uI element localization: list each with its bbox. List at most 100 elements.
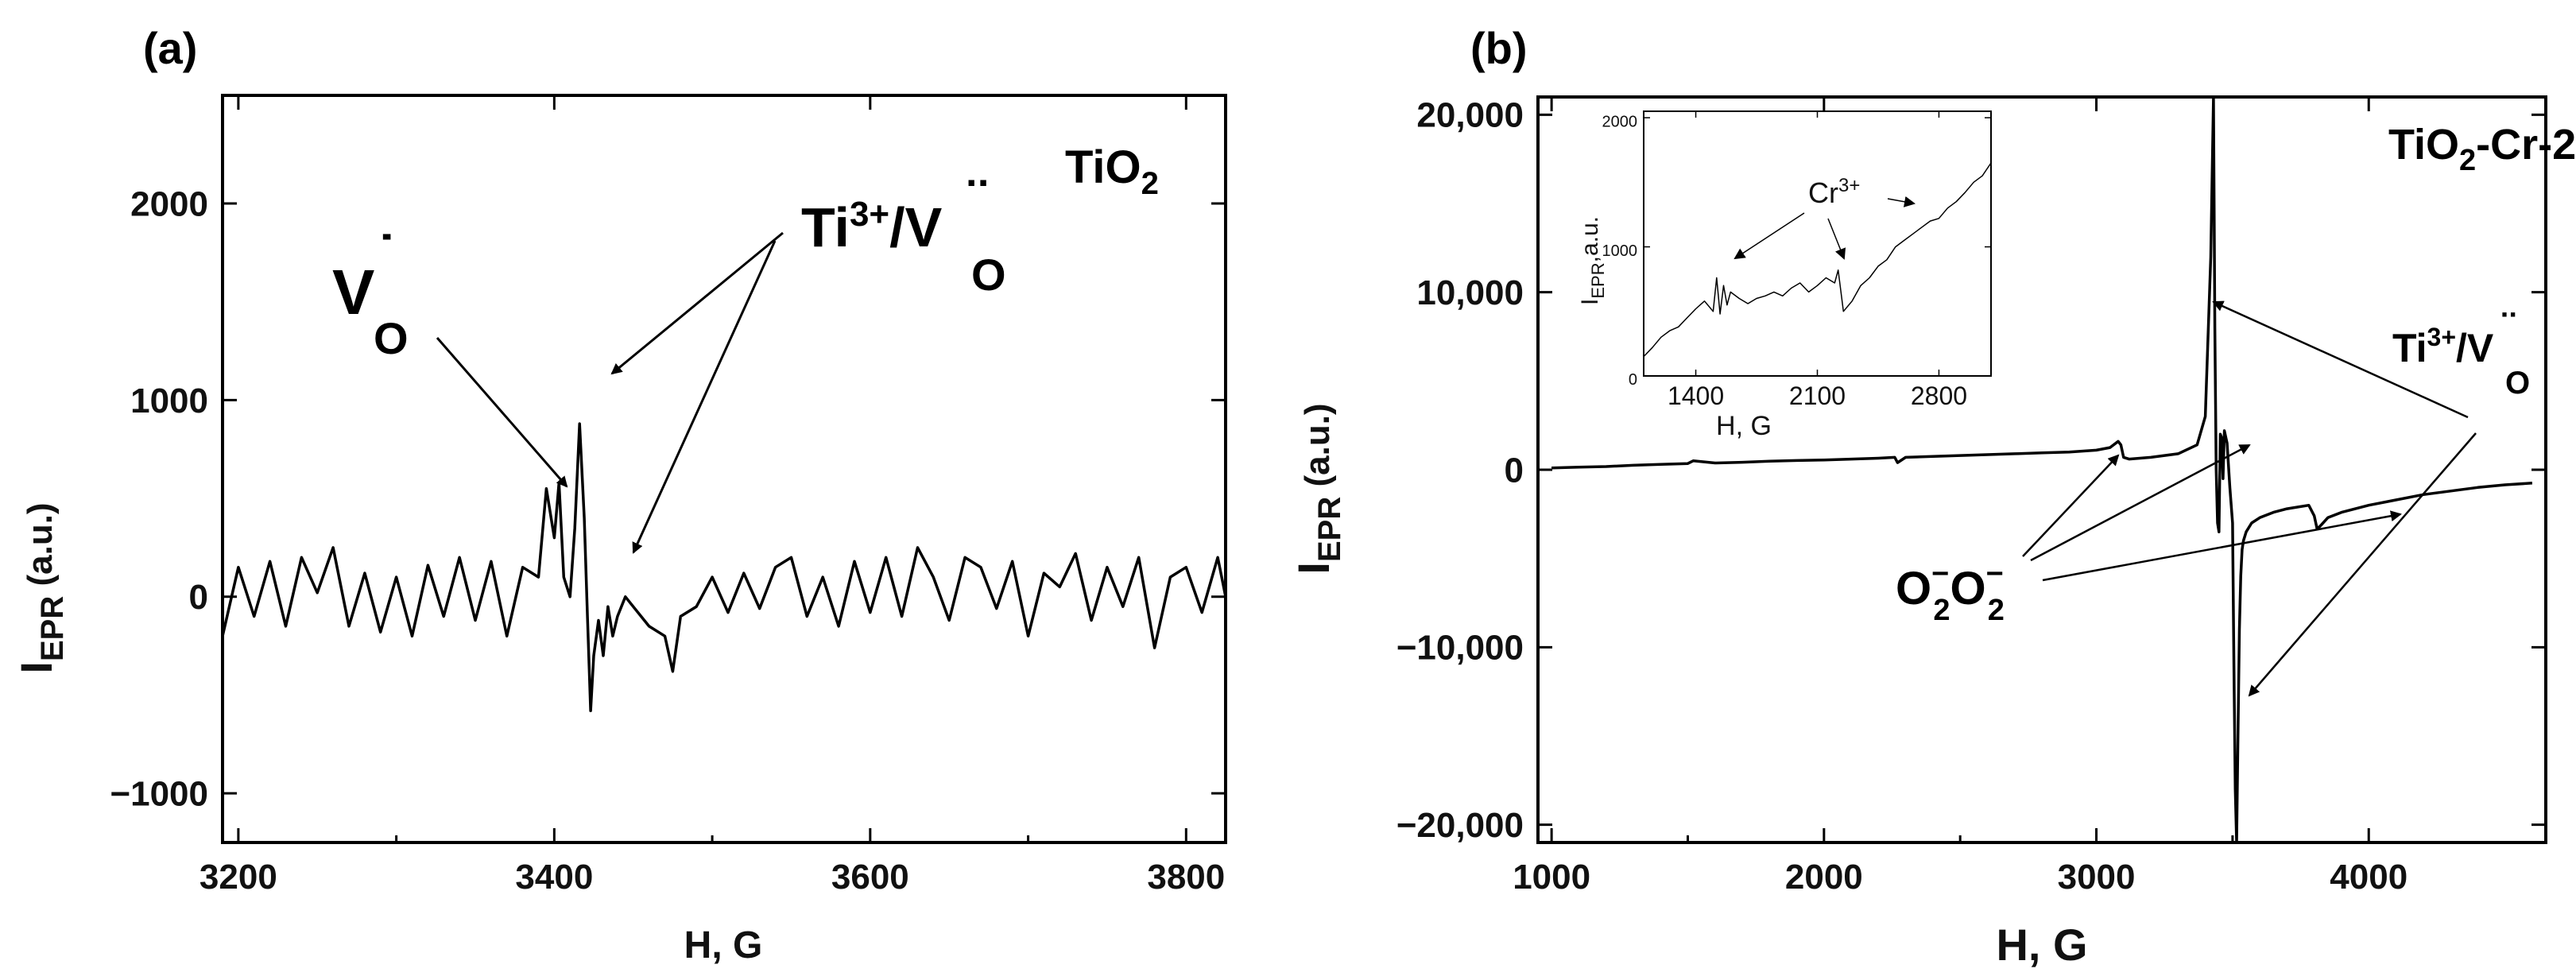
panel-b-frame — [1536, 95, 2547, 844]
panel-b: (b) 1000 2000 3000 4000−20,000−10,000010,00… — [1288, 23, 2576, 970]
inset-ylabel-unit: ,a.u. — [1577, 216, 1603, 262]
panel-b-o2-arrow-3 — [2042, 510, 2402, 582]
panel-a-ylabel-main: I — [11, 661, 61, 674]
panel-a-ylabel-unit: (a.u.) — [21, 502, 60, 595]
panel-b-ti-annotation: Ti3+/V O ¨ — [2392, 304, 2530, 401]
inset-ticks: 1400 2100 2800 0 1000 2000 — [1602, 111, 1991, 410]
panel-b-x-axis-label: H, G — [1996, 920, 2087, 970]
panel-b-o2-arrow-2 — [2030, 444, 2251, 562]
inset-x-axis-label: H, G — [1716, 411, 1772, 441]
panel-a-sample-sub: 2 — [1141, 166, 1159, 201]
panel-b-ti-main: Ti — [2392, 326, 2427, 370]
panel-b-ti-sub: O — [2505, 366, 2530, 401]
panel-a-ti-label: Ti3+/V — [801, 195, 943, 258]
panel-b-ti-arrow-1 — [2212, 300, 2469, 419]
panel-a-vo-annotation: V O ˙ — [332, 224, 409, 363]
inset-cr-arrow-2 — [1827, 218, 1846, 260]
panel-a-y-tick-label: 0 — [189, 578, 208, 617]
panel-a-y-tick-label: 2000 — [130, 184, 208, 223]
panel-b-x-tick-label: 4000 — [2330, 858, 2407, 897]
panel-b-o2-label: O− 2O− 2 — [1896, 557, 2005, 627]
panel-a-ti-main: Ti — [801, 196, 850, 258]
panel-b-x-tick-label: 1000 — [1513, 858, 1590, 897]
panel-b-o2-annotation: O− 2O− 2 — [1896, 557, 2005, 627]
inset-frame — [1643, 110, 1992, 377]
panel-a-vo-arrow — [436, 337, 568, 488]
panel-b-o2-b-sup: − — [1986, 557, 2004, 591]
panel-a-frame — [221, 94, 1227, 844]
panel-b-o2-a-sub: 2 — [1933, 594, 1950, 627]
panel-b-o2-a: O — [1896, 563, 1931, 614]
inset-cr-sup: 3+ — [1838, 175, 1860, 196]
panel-b-o2-b-sub: 2 — [1988, 594, 2005, 627]
panel-b-ticks: 1000 2000 3000 4000−20,000−10,000010,00020,… — [1396, 96, 2546, 897]
inset-x-tick-label: 1400 — [1668, 382, 1724, 410]
panel-b-plot-area — [1551, 95, 2533, 844]
panel-a-ti-arrow-1 — [610, 231, 784, 375]
panel-b-series-line — [1551, 95, 2533, 844]
panel-b-y-tick-label: 20,000 — [1416, 96, 1524, 135]
panel-b-y-tick-label: −10,000 — [1396, 629, 1524, 668]
panel-a-x-tick-label: 3400 — [515, 858, 593, 897]
panel-b-ylabel-sub: EPR — [1312, 497, 1347, 562]
panel-a-y-axis-label: IEPR (a.u.) — [11, 502, 70, 673]
panel-b-sample-sub: 2 — [2459, 144, 2476, 177]
panel-b-inset: 1400 2100 2800 0 1000 2000 H, G IEPR,a.u. Cr3… — [1577, 110, 1992, 441]
svg-text:IEPR (a.u.): IEPR (a.u.) — [11, 502, 70, 673]
panel-a-x-tick-label: 3200 — [199, 858, 277, 897]
panel-a-vo-dot: ˙ — [378, 224, 396, 286]
inset-plot-area — [1643, 162, 1992, 358]
svg-text:IEPR,a.u.: IEPR,a.u. — [1577, 216, 1608, 305]
panel-a-ti-dots: ¨ — [968, 168, 986, 230]
panel-b-ylabel-unit: (a.u.) — [1298, 403, 1337, 496]
panel-a-y-tick-label: 1000 — [130, 382, 208, 420]
panel-b-ti-arrow-2 — [2248, 432, 2477, 697]
inset-y-tick-label: 2000 — [1602, 113, 1638, 130]
panel-a-ylabel-sub: EPR — [35, 596, 70, 661]
inset-y-tick-label: 1000 — [1602, 242, 1638, 260]
inset-series-line — [1643, 162, 1992, 358]
panel-a-ti-sub: O — [971, 250, 1006, 300]
panel-b-sample-label: TiO2-Cr-2 — [2388, 121, 2576, 177]
panel-b-ti-label: Ti3+/V — [2392, 323, 2494, 370]
panel-b-y-tick-label: 10,000 — [1416, 273, 1524, 312]
panel-b-x-tick-label: 3000 — [2058, 858, 2136, 897]
inset-ylabel-main: I — [1577, 299, 1603, 305]
inset-cr-arrow-1 — [1733, 212, 1805, 260]
panel-b-ti-dots: ¨ — [2502, 304, 2516, 349]
inset-ylabel-sub: EPR — [1588, 262, 1608, 298]
panel-b-x-tick-label: 2000 — [1785, 858, 1863, 897]
panel-b-y-tick-label: 0 — [1505, 451, 1524, 490]
panel-b-o2-b: O — [1950, 563, 1985, 614]
panel-a-ti-arrow-2 — [632, 240, 777, 554]
panel-b-ti-sup: 3+ — [2427, 323, 2456, 351]
inset-cr-label: Cr3+ — [1808, 175, 1860, 209]
panel-a-ti-annotation: Ti3+/V O ¨ — [801, 168, 1006, 300]
inset-y-axis-label: IEPR,a.u. — [1577, 216, 1608, 305]
panel-a-vo-main: V — [332, 257, 374, 327]
panel-b-sample-rest: -Cr-2 — [2476, 121, 2576, 168]
inset-y-tick-label: 0 — [1629, 371, 1637, 389]
panel-a-ticks: 3200 3400 3600 3800 −1000 0 1000 2000 — [110, 95, 1226, 897]
inset-x-tick-label: 2800 — [1911, 382, 1967, 410]
svg-text:IEPR (a.u.): IEPR (a.u.) — [1288, 403, 1347, 574]
inset-cr-arrow-3 — [1887, 196, 1916, 207]
panel-b-o2-a-sup: − — [1931, 557, 1949, 591]
panel-b-y-tick-label: −20,000 — [1396, 806, 1524, 845]
panel-b-ylabel-main: I — [1288, 562, 1338, 575]
panel-a-sample-main: TiO — [1065, 141, 1141, 193]
panel-a-y-tick-label: −1000 — [110, 775, 208, 814]
inset-x-tick-label: 2100 — [1789, 382, 1846, 410]
panel-b-o2-arrow-1 — [2022, 454, 2120, 557]
panel-a-ti-mid: /V — [889, 196, 942, 258]
panel-b-label: (b) — [1470, 23, 1528, 73]
panel-b-sample-main: TiO — [2388, 121, 2459, 168]
panel-a-series-line — [221, 422, 1227, 713]
panel-a-vo-sub: O — [374, 313, 409, 363]
panel-a-x-axis-label: H, G — [684, 924, 763, 966]
panel-a-x-tick-label: 3600 — [831, 858, 909, 897]
panel-a-label: (a) — [143, 23, 197, 73]
panel-a-ti-sup: 3+ — [850, 195, 889, 234]
